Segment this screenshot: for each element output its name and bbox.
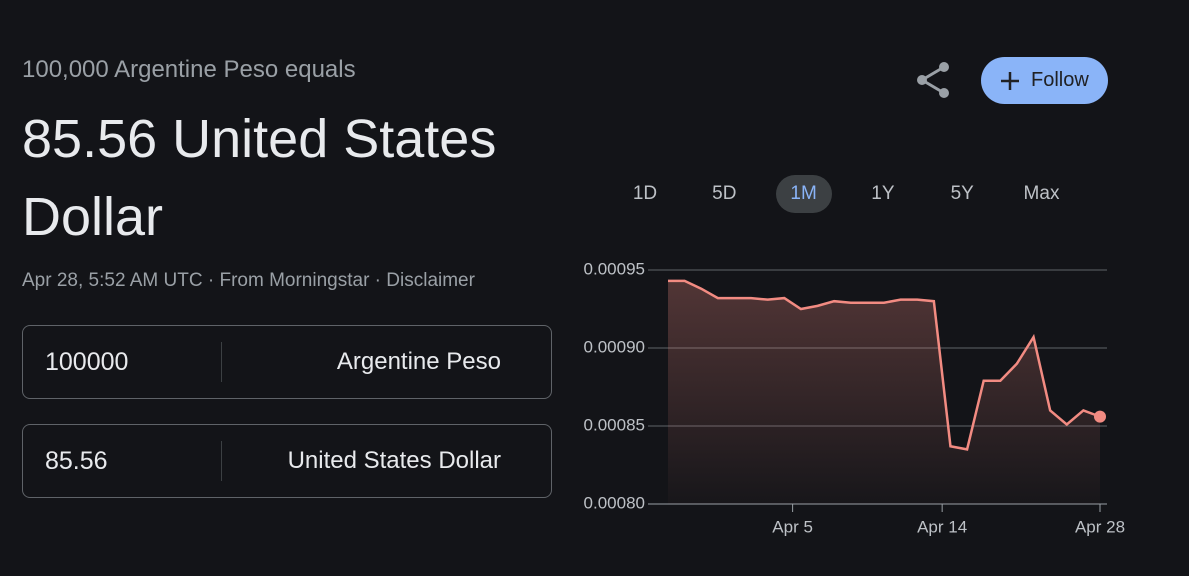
range-button[interactable]: 1M [775,175,832,213]
line [668,279,1101,451]
plus-icon [1001,72,1019,90]
separator [221,441,222,481]
currency[interactable]: United States Dollar [287,447,501,474]
amount[interactable]: 85.56 [45,447,108,475]
y-tick-label: 0.00080 [584,493,645,512]
range-button[interactable]: Max [1023,183,1060,204]
y-tick-label: 0.00090 [584,337,645,356]
source: From Morningstar [219,270,370,291]
timestamp: Apr 28, 5:52 AM UTC [22,270,203,291]
currency[interactable]: Argentine Peso [336,348,501,375]
end-point [1094,410,1106,423]
separator [221,342,222,382]
follow-label: Follow [1031,69,1089,91]
share-icon[interactable] [917,62,949,98]
range-button[interactable]: 5Y [950,183,974,204]
x-tick-label: Apr 28 [1075,517,1125,536]
disclaimer[interactable]: Disclaimer [386,270,475,291]
subtitle: 100,000 Argentine Peso equals [22,56,356,83]
input-box[interactable]: 85.56 United States Dollar [22,424,552,498]
range-button[interactable]: 1Y [871,183,895,204]
range-button[interactable]: 1D [632,183,658,204]
x-tick-label: Apr 14 [917,517,967,536]
x-tick-label: Apr 5 [772,517,813,536]
area [668,280,1100,504]
amount[interactable]: 100000 [45,348,129,376]
meta: Apr 28, 5:52 AM UTC · From Morningstar ·… [22,270,475,291]
follow-button[interactable]: Follow [981,57,1108,104]
input-box[interactable]: 100000 Argentine Peso [22,325,552,399]
range-button[interactable]: 5D [712,183,737,204]
y-tick-label: 0.00095 [584,259,645,278]
title: 85.56 United States Dollar [22,109,497,247]
y-tick-label: 0.00085 [584,415,645,434]
